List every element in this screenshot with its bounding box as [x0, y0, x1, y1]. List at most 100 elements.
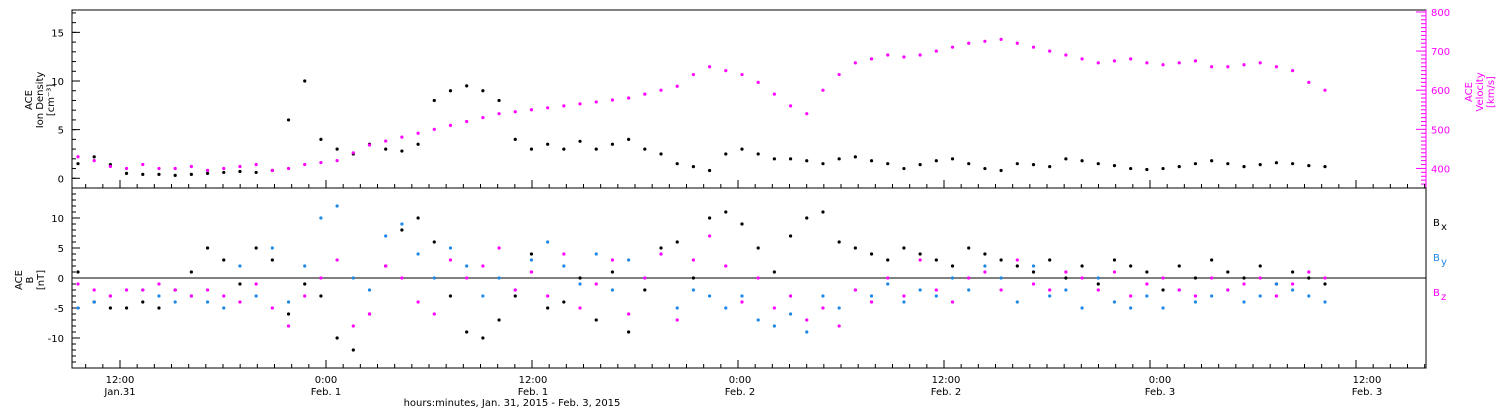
velocity-point	[610, 98, 615, 102]
By-point	[173, 300, 177, 304]
density-axis-ticks: 0 5 10 15	[51, 12, 80, 189]
Bz-point	[772, 306, 776, 310]
Bz-point	[1015, 258, 1019, 262]
Bx-point	[416, 216, 420, 220]
Bz-point	[805, 318, 809, 322]
density-point	[1274, 161, 1279, 165]
density-point	[1112, 164, 1117, 168]
Bz-point	[238, 300, 242, 304]
density-point	[675, 162, 679, 166]
velocity-point	[659, 88, 663, 92]
Bz-point	[1193, 294, 1198, 298]
velocity-point	[286, 166, 291, 171]
Bz-point	[610, 258, 615, 262]
b-ylabel-line2: B	[25, 276, 36, 283]
Bx-point	[610, 270, 615, 274]
Bz-point	[950, 300, 955, 304]
velocity-tick-label: 400	[1431, 164, 1450, 175]
density-point	[691, 165, 696, 169]
velocity-point	[1291, 69, 1295, 73]
Bz-point	[270, 306, 274, 310]
density-point	[335, 147, 339, 151]
velocity-point	[1129, 57, 1133, 61]
By-point	[416, 252, 420, 256]
density-point	[950, 157, 955, 161]
Bx-point	[303, 282, 307, 286]
Bx-point	[869, 252, 874, 256]
Bx-point	[222, 258, 226, 262]
velocity-point	[1145, 61, 1149, 65]
density-point	[222, 170, 226, 175]
Bx-point	[643, 288, 647, 292]
density-point	[821, 162, 825, 166]
time-tick-label: 0:00	[1149, 375, 1171, 386]
density-tick-label: 15	[51, 28, 64, 39]
Bz-point	[286, 324, 291, 328]
Bz-point	[529, 270, 534, 274]
time-tick-label: 12:00	[932, 375, 961, 386]
density-point	[497, 98, 501, 103]
By-point	[1096, 276, 1100, 280]
Bx-point	[627, 330, 631, 334]
velocity-point	[270, 168, 274, 172]
Bz-point	[481, 264, 485, 268]
density-point	[465, 84, 469, 88]
density-point	[384, 147, 388, 151]
density-point	[1323, 165, 1327, 169]
date-tick-label: Jan.31	[103, 387, 135, 398]
By-point	[869, 294, 874, 298]
time-tick-label: 12:00	[1353, 375, 1382, 386]
Bz-point	[562, 252, 566, 256]
Bx-point	[546, 306, 550, 310]
time-tick-label: 12:00	[519, 375, 548, 386]
Bx-point	[578, 276, 582, 280]
time-tick-label: 0:00	[315, 375, 337, 386]
Bz-point	[1048, 288, 1052, 292]
date-tick-label: Feb. 3	[1352, 387, 1382, 398]
Bx-point	[983, 252, 987, 256]
Bx-point	[1291, 270, 1295, 274]
velocity-point	[497, 112, 501, 116]
density-point	[254, 170, 258, 175]
By-point	[1323, 300, 1327, 304]
density-point	[189, 172, 193, 176]
By-point	[1129, 306, 1133, 310]
velocity-point	[1210, 65, 1214, 69]
Bx-point	[1048, 258, 1052, 262]
By-point	[335, 204, 339, 208]
Bx-point	[141, 300, 145, 304]
velocity-point	[869, 57, 874, 61]
velocity-point	[384, 139, 388, 143]
By-point	[286, 300, 291, 304]
plasma-panel-frame	[71, 9, 1427, 189]
velocity-point	[983, 39, 987, 43]
velocity-point	[432, 127, 436, 131]
density-point	[772, 157, 776, 161]
density-point	[1048, 165, 1052, 169]
legend-bz-subscript: z	[1441, 292, 1446, 303]
velocity-point	[756, 80, 760, 84]
density-point	[1258, 163, 1262, 167]
Bx-point	[270, 258, 274, 262]
Bx-point	[1323, 282, 1327, 286]
Bz-point	[1258, 276, 1262, 280]
density-point	[529, 147, 534, 151]
By-point	[92, 300, 96, 304]
velocity-point	[448, 123, 453, 128]
density-point	[432, 98, 436, 103]
velocity-tick-label: 600	[1431, 86, 1450, 97]
Bz-point	[788, 294, 793, 298]
density-point	[157, 172, 161, 176]
Bz-point	[351, 324, 355, 328]
density-point	[999, 168, 1003, 173]
density-point	[659, 152, 663, 156]
velocity-ylabel-line2: Velocity	[1475, 72, 1486, 111]
b-tick-label: -10	[48, 334, 64, 345]
velocity-ylabel-line1: ACE	[1464, 82, 1475, 102]
Bz-point	[740, 300, 744, 304]
By-point	[610, 288, 615, 292]
By-point	[1031, 264, 1036, 268]
By-point	[756, 318, 760, 322]
Bx-point	[400, 228, 404, 232]
density-point	[513, 137, 517, 141]
